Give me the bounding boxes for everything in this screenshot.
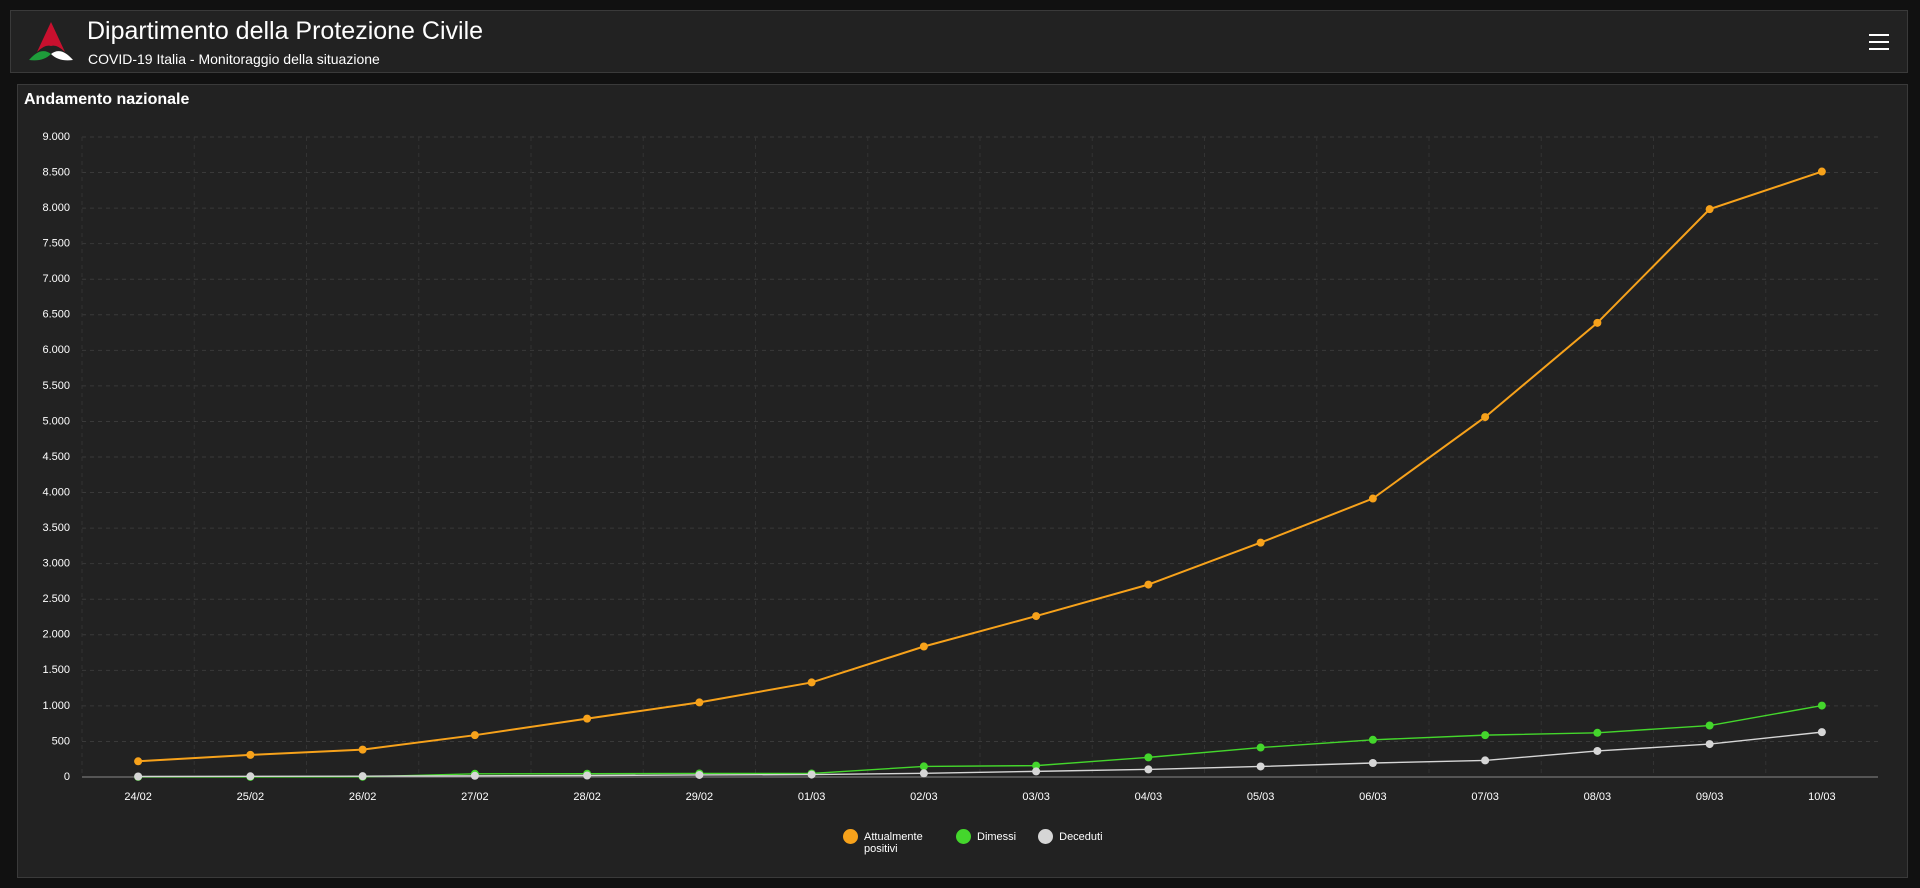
x-tick-label: 02/03: [910, 791, 938, 803]
y-tick-label: 9.000: [42, 131, 70, 143]
data-point: [1817, 701, 1826, 710]
y-tick-label: 8.500: [42, 166, 70, 178]
y-tick-label: 5.000: [42, 415, 70, 427]
data-point: [583, 771, 592, 780]
data-point: [1256, 538, 1265, 547]
legend-item[interactable]: Deceduti: [1038, 829, 1103, 855]
x-tick-label: 28/02: [573, 791, 601, 803]
x-tick-label: 08/03: [1584, 791, 1612, 803]
y-tick-label: 1.500: [42, 664, 70, 676]
y-tick-label: 500: [52, 735, 70, 747]
data-point: [134, 772, 143, 781]
data-point: [1593, 728, 1602, 737]
data-point: [1481, 413, 1490, 422]
data-point: [1481, 731, 1490, 740]
y-tick-label: 8.000: [42, 202, 70, 214]
y-tick-label: 3.500: [42, 522, 70, 534]
data-point: [1705, 740, 1714, 749]
header: Dipartimento della Protezione Civile COV…: [10, 10, 1908, 73]
data-point: [470, 771, 479, 780]
x-tick-label: 25/02: [237, 791, 265, 803]
header-subtitle: COVID-19 Italia - Monitoraggio della sit…: [88, 51, 380, 67]
x-tick-label: 26/02: [349, 791, 377, 803]
legend-swatch: [1038, 829, 1054, 844]
y-tick-label: 1.000: [42, 700, 70, 712]
logo: [29, 22, 73, 61]
data-point: [919, 642, 928, 651]
legend-swatch: [956, 829, 971, 844]
data-point: [583, 714, 592, 723]
x-tick-label: 09/03: [1696, 791, 1724, 803]
legend-item[interactable]: Dimessi: [956, 829, 1016, 855]
data-point: [695, 698, 704, 707]
legend-item[interactable]: Attualmente positivi: [843, 829, 934, 855]
legend: Attualmente positivi Dimessi Deceduti: [843, 829, 1103, 855]
legend-label: Attualmente positivi: [864, 831, 923, 855]
y-tick-label: 6.000: [42, 344, 70, 356]
data-point: [1705, 205, 1714, 214]
data-point: [695, 770, 704, 779]
y-tick-label: 7.000: [42, 273, 70, 285]
data-point: [1593, 746, 1602, 755]
header-title: Dipartimento della Protezione Civile: [87, 17, 484, 45]
data-point: [919, 769, 928, 778]
data-point: [134, 757, 143, 766]
y-tick-label: 2.000: [42, 629, 70, 641]
series-line: [138, 170, 1823, 763]
x-tick-label: 29/02: [686, 791, 714, 803]
data-point: [1032, 767, 1041, 776]
data-point: [1368, 735, 1377, 744]
legend-swatch: [843, 829, 858, 844]
data-point: [919, 762, 928, 771]
data-point: [1368, 758, 1377, 767]
x-tick-label: 07/03: [1471, 791, 1499, 803]
data-point: [1256, 743, 1265, 752]
y-tick-label: 6.500: [42, 309, 70, 321]
y-tick-label: 5.500: [42, 380, 70, 392]
series-line: [138, 731, 1822, 778]
data-point: [1144, 580, 1153, 589]
data-point: [1817, 728, 1826, 737]
menu-button[interactable]: [1869, 32, 1891, 52]
data-point: [1032, 761, 1041, 770]
x-tick-label: 03/03: [1022, 791, 1050, 803]
data-point: [1144, 753, 1153, 762]
data-point: [1368, 494, 1377, 503]
data-point: [807, 678, 816, 687]
data-point: [1817, 167, 1826, 176]
x-tick-label: 10/03: [1808, 791, 1836, 803]
chart: 0 500 1.000 1.500 2.000 2.500 3.000 3.500 4.000 4…: [42, 131, 1878, 803]
x-tick-label: 24/02: [124, 791, 152, 803]
data-point: [1144, 765, 1153, 774]
y-tick-label: 3.000: [42, 558, 70, 570]
data-point: [470, 731, 479, 740]
y-tick-label: 4.000: [42, 486, 70, 498]
y-tick-label: 4.500: [42, 451, 70, 463]
y-tick-label: 2.500: [42, 593, 70, 605]
chart-panel: Andamento nazionale 0 500 1.000 1.500 2.000 2…: [17, 84, 1908, 878]
x-tick-label: 01/03: [798, 791, 826, 803]
chart-title: Andamento nazionale: [24, 91, 190, 108]
data-point: [358, 745, 367, 754]
data-point: [246, 750, 255, 759]
data-point: [1481, 756, 1490, 765]
y-tick-label: 7.500: [42, 238, 70, 250]
x-tick-label: 06/03: [1359, 791, 1387, 803]
legend-label: Deceduti: [1059, 831, 1103, 843]
legend-label: Dimessi: [977, 831, 1017, 843]
data-point: [1256, 762, 1265, 771]
y-tick-label: 0: [64, 771, 70, 783]
x-tick-label: 04/03: [1135, 791, 1163, 803]
data-point: [807, 770, 816, 779]
data-point: [1705, 721, 1714, 730]
data-point: [1032, 612, 1041, 621]
x-tick-label: 27/02: [461, 791, 489, 803]
data-point: [246, 772, 255, 781]
data-point: [358, 772, 367, 781]
data-point: [1593, 318, 1602, 327]
x-tick-label: 05/03: [1247, 791, 1275, 803]
